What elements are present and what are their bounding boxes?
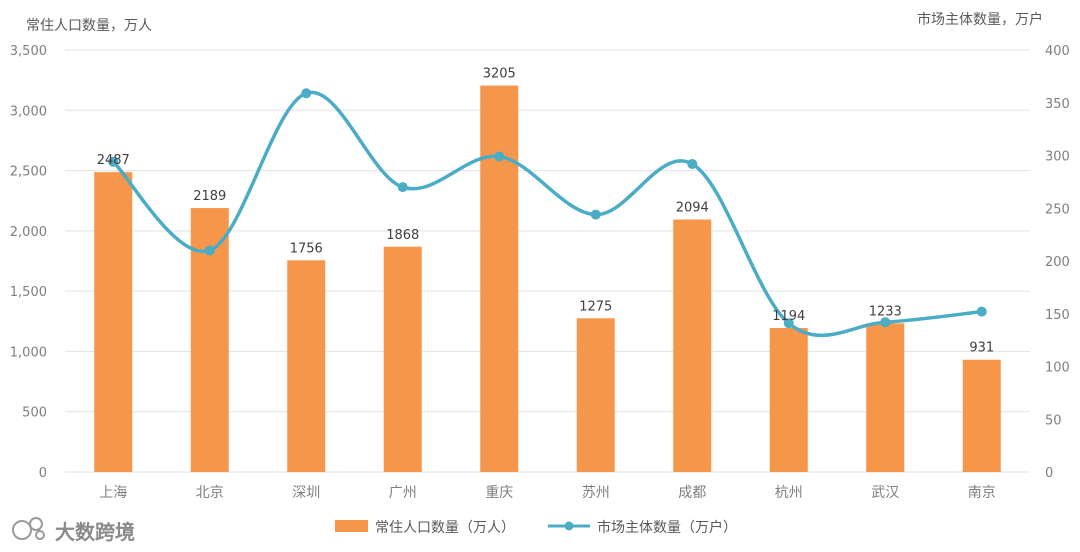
legend-label-market: 市场主体数量（万户） — [597, 519, 737, 536]
line-marker — [590, 209, 601, 220]
y-right-tick-label: 350 — [1045, 97, 1070, 112]
bar-data-label: 3205 — [483, 67, 516, 82]
line-marker — [204, 245, 215, 256]
watermark-text: 大数跨境 — [55, 520, 135, 544]
legend: 常住人口数量（万人） 市场主体数量（万户） — [335, 519, 737, 536]
x-category-label: 重庆 — [485, 485, 513, 501]
legend-swatch-bar — [335, 520, 368, 532]
line-marker — [976, 306, 987, 317]
x-category-label: 成都 — [678, 485, 706, 501]
bar-data-label: 1868 — [386, 228, 419, 243]
bar — [673, 219, 712, 472]
x-category-label: 广州 — [389, 485, 417, 501]
watermark: 大数跨境 — [12, 517, 135, 544]
y-left-tick-label: 2,500 — [10, 165, 47, 180]
y-left-tick-label: 1,000 — [10, 345, 47, 360]
y-left-tick-label: 1,500 — [10, 285, 47, 300]
axes: 常住人口数量，万人 市场主体数量，万户 05001,0001,5002,0002… — [10, 11, 1070, 501]
x-category-label: 武汉 — [871, 485, 899, 501]
bar — [94, 172, 133, 472]
bar-data-label: 931 — [969, 341, 994, 356]
y-right-tick-label: 100 — [1045, 361, 1070, 376]
bar-data-label: 2189 — [193, 189, 226, 204]
line-series — [108, 88, 987, 338]
line-marker — [783, 318, 794, 329]
line-marker — [397, 182, 408, 193]
bar — [383, 246, 422, 472]
y-left-tick-label: 500 — [22, 406, 47, 421]
bar-series — [94, 85, 1001, 472]
bar — [480, 85, 519, 472]
bar-data-label: 2487 — [97, 153, 130, 168]
x-category-label: 上海 — [99, 485, 127, 501]
y-right-tick-label: 0 — [1045, 466, 1053, 481]
legend-swatch-marker — [564, 521, 574, 531]
y-left-tick-label: 0 — [39, 466, 47, 481]
bar — [287, 260, 326, 472]
bar — [866, 323, 905, 472]
y-right-tick-label: 150 — [1045, 308, 1070, 323]
x-category-label: 杭州 — [775, 485, 803, 501]
line-marker — [494, 151, 505, 162]
legend-label-population: 常住人口数量（万人） — [375, 520, 515, 536]
bar-data-label: 1756 — [290, 241, 323, 256]
line-marker — [880, 317, 891, 328]
y-axis-right-title: 市场主体数量，万户 — [917, 11, 1043, 28]
bar-data-label: 1233 — [869, 304, 902, 319]
x-category-label: 深圳 — [292, 485, 320, 501]
x-category-label: 苏州 — [582, 485, 610, 501]
y-left-tick-label: 3,500 — [10, 44, 47, 59]
bar-data-label: 1194 — [772, 309, 805, 324]
y-left-tick-label: 2,000 — [10, 225, 47, 240]
bar — [576, 318, 615, 472]
bar-data-label: 1275 — [579, 299, 612, 314]
line-marker — [301, 88, 312, 99]
x-category-label: 南京 — [968, 485, 996, 501]
logo-icon — [12, 517, 45, 540]
market-entity-line — [111, 90, 984, 338]
y-left-tick-label: 3,000 — [10, 104, 47, 119]
y-right-tick-label: 400 — [1045, 44, 1070, 59]
line-marker — [108, 156, 119, 167]
bar-data-label: 2094 — [676, 201, 709, 216]
y-right-tick-label: 50 — [1045, 413, 1062, 428]
bar — [962, 359, 1001, 472]
y-right-tick-label: 250 — [1045, 202, 1070, 217]
bar — [769, 328, 808, 472]
line-marker — [687, 158, 698, 169]
y-right-tick-label: 200 — [1045, 255, 1070, 270]
x-category-label: 北京 — [196, 485, 224, 501]
y-axis-left-title: 常住人口数量，万人 — [26, 18, 152, 34]
data-labels: 2487 2189 1756 1868 3205 1275 2094 1194 1233 931 — [97, 67, 994, 356]
y-right-tick-label: 300 — [1045, 150, 1070, 165]
